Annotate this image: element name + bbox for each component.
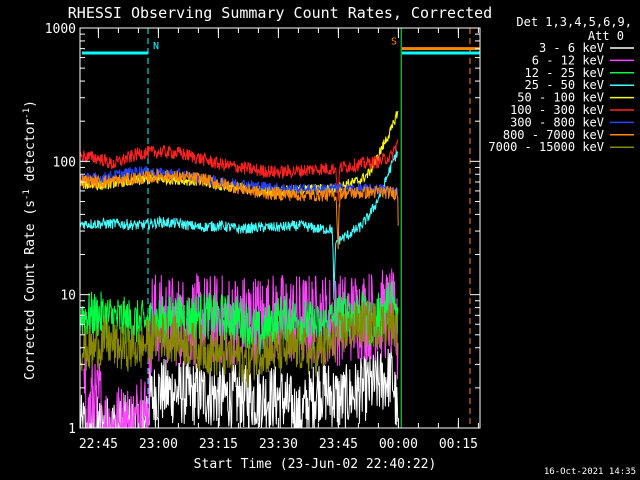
legend-label-0: 3 - 6 keV — [539, 41, 604, 55]
chart-title: RHESSI Observing Summary Count Rates, Co… — [68, 4, 492, 22]
legend-label-5: 100 - 300 keV — [510, 103, 604, 117]
series-line-7 — [80, 168, 399, 250]
y-tick-label-2: 100 — [53, 155, 76, 170]
series-line-4 — [80, 110, 399, 198]
x-tick-label-1: 23:00 — [139, 437, 178, 452]
x-tick-label-4: 23:45 — [319, 437, 358, 452]
legend-label-3: 25 - 50 keV — [525, 78, 604, 92]
x-tick-label-2: 23:15 — [199, 437, 238, 452]
x-axis-label: Start Time (23-Jun-02 22:40:22) — [194, 457, 437, 472]
legend-label-2: 12 - 25 keV — [525, 66, 604, 80]
y-tick-label-3: 1000 — [45, 22, 76, 37]
legend-header-1: Det 1,3,4,5,6,9, — [516, 15, 632, 29]
y-axis-label: Corrected Count Rate (s-1 detector-1) — [22, 100, 38, 380]
x-tick-label-3: 23:30 — [259, 437, 298, 452]
y-tick-label-1: 10 — [60, 289, 76, 304]
region-marker-n: N — [153, 41, 159, 52]
series-line-8 — [80, 300, 399, 388]
footer-timestamp: 16-Oct-2021 14:35 — [544, 467, 636, 477]
legend-label-4: 50 - 100 keV — [517, 91, 604, 105]
series-line-1 — [83, 268, 399, 428]
legend-label-1: 6 - 12 keV — [532, 53, 604, 67]
series-line-5 — [80, 139, 399, 202]
plot-frame — [79, 27, 481, 429]
legend-header-2: Att 0 — [588, 29, 624, 43]
x-tick-label-0: 22:45 — [79, 437, 118, 452]
legend-label-8: 7000 - 15000 keV — [488, 140, 604, 154]
x-tick-label-5: 00:00 — [379, 437, 418, 452]
legend-label-6: 300 - 800 keV — [510, 115, 604, 129]
legend-label-7: 800 - 7000 keV — [503, 128, 604, 142]
series-line-3 — [80, 149, 399, 300]
y-tick-label-0: 1 — [68, 422, 76, 437]
region-marker-s: S — [391, 37, 397, 48]
x-tick-label-6: 00:15 — [439, 437, 478, 452]
